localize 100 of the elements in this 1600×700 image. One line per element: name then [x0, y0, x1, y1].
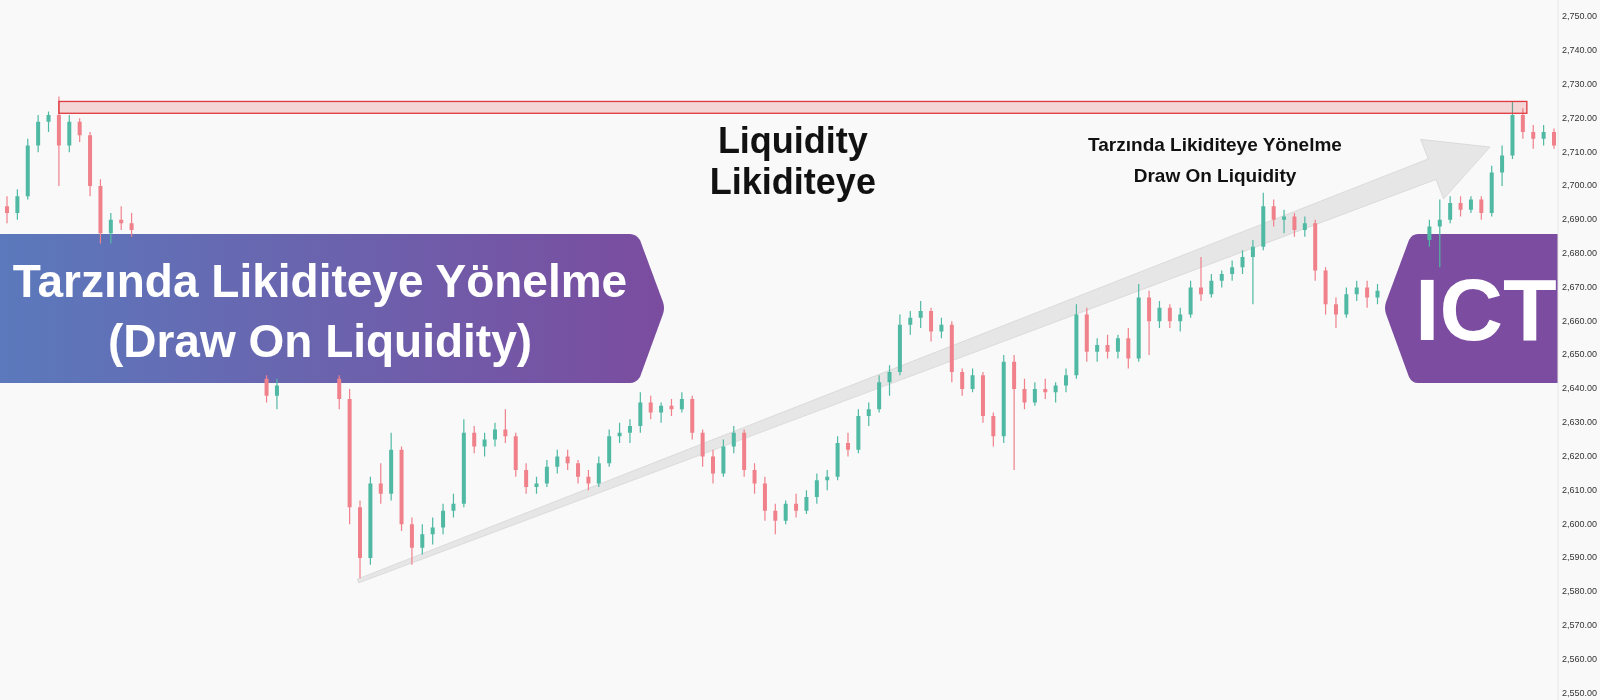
y-tick-label: 2,570.00 — [1562, 619, 1598, 630]
candlestick — [887, 365, 892, 396]
candlestick — [1323, 267, 1328, 315]
candlestick — [576, 459, 581, 484]
candlestick — [513, 432, 518, 477]
y-tick-label: 2,730.00 — [1562, 78, 1598, 89]
candlestick — [1458, 196, 1463, 217]
y-tick-label: 2,620.00 — [1562, 450, 1598, 461]
candlestick — [358, 500, 363, 579]
y-tick-label: 2,750.00 — [1562, 11, 1598, 22]
candlestick — [794, 493, 799, 518]
y-tick-label: 2,600.00 — [1562, 518, 1598, 529]
candlestick — [347, 388, 352, 525]
candlestick — [1012, 355, 1017, 471]
y-tick-label: 2,700.00 — [1562, 180, 1598, 191]
candlestick — [492, 422, 497, 447]
candlestick — [1084, 307, 1089, 362]
candlestick — [274, 378, 279, 410]
candlestick — [1064, 368, 1069, 393]
candlestick — [1531, 125, 1536, 149]
y-tick-label: 2,610.00 — [1562, 484, 1598, 495]
candlestick — [368, 476, 373, 565]
y-tick-label: 2,630.00 — [1562, 417, 1598, 428]
candlestick — [108, 213, 113, 244]
candlestick — [409, 517, 414, 565]
candlestick — [721, 439, 726, 477]
candlestick — [1489, 165, 1494, 217]
candlestick — [731, 426, 736, 454]
candlestick — [804, 490, 809, 515]
candlestick — [711, 449, 716, 484]
candlestick — [1344, 287, 1349, 318]
candlestick — [1302, 216, 1307, 237]
candlestick — [1167, 304, 1172, 329]
candlestick — [783, 500, 788, 525]
candlestick — [1541, 125, 1546, 146]
candlestick — [1354, 280, 1359, 301]
candlestick — [960, 368, 965, 396]
candlestick — [690, 395, 695, 440]
candlestick — [264, 375, 269, 403]
y-tick-label: 2,690.00 — [1562, 214, 1598, 225]
candlestick — [1022, 378, 1027, 410]
candlestick — [378, 463, 383, 504]
candlestick — [1230, 260, 1235, 281]
candlestick — [1250, 240, 1255, 305]
candlestick — [1001, 355, 1006, 443]
candlestick — [929, 307, 934, 342]
candlestick — [1032, 382, 1037, 406]
candlestick — [742, 429, 747, 477]
candlestick — [524, 463, 529, 494]
candlestick — [627, 419, 632, 443]
candlestick — [586, 470, 591, 491]
candlestick — [918, 300, 923, 329]
candlestick — [15, 189, 20, 220]
candlestick — [36, 114, 41, 153]
candlestick — [679, 392, 684, 413]
candlestick — [544, 459, 549, 487]
candlestick — [1095, 338, 1100, 362]
candlestick — [399, 446, 404, 531]
y-tick-label: 2,740.00 — [1562, 45, 1598, 56]
candlestick — [1271, 199, 1276, 227]
candlestick — [1500, 145, 1505, 186]
candlestick — [1126, 328, 1131, 369]
y-tick-label: 2,640.00 — [1562, 383, 1598, 394]
candlestick — [1178, 307, 1183, 332]
candlestick — [877, 375, 882, 413]
candlestick — [1115, 334, 1120, 359]
candlestick — [1074, 304, 1079, 379]
candlestick — [1157, 300, 1162, 329]
candlestick — [856, 409, 861, 454]
y-tick-label: 2,650.00 — [1562, 349, 1598, 360]
candlestick — [1479, 196, 1484, 220]
candlestick — [607, 429, 612, 467]
candlestick — [596, 456, 601, 487]
candlestick — [752, 463, 757, 494]
candlestick — [1261, 192, 1266, 251]
candlestick — [56, 96, 61, 186]
y-tick-label: 2,710.00 — [1562, 146, 1598, 157]
candlestick — [337, 375, 342, 410]
candlestick — [1552, 128, 1556, 149]
candlestick — [638, 392, 643, 433]
candlestick — [970, 368, 975, 393]
candlestick — [1313, 219, 1318, 281]
candlestick — [88, 131, 93, 197]
candlestick — [1219, 270, 1224, 288]
y-tick-label: 2,680.00 — [1562, 248, 1598, 258]
candlestick — [98, 179, 103, 244]
candlestick — [1375, 284, 1380, 305]
candlestick — [908, 311, 913, 335]
candlestick — [46, 111, 51, 132]
candlestick — [1427, 219, 1432, 247]
candlestick — [441, 503, 446, 535]
candlestick — [472, 426, 477, 454]
candlestick — [25, 138, 30, 200]
candlestick — [555, 449, 560, 474]
candlestick — [835, 436, 840, 481]
candlestick — [1240, 250, 1245, 274]
candlestick — [1333, 297, 1338, 329]
candlestick — [762, 476, 767, 521]
y-tick-label: 2,560.00 — [1562, 653, 1598, 664]
candlestick — [1292, 213, 1297, 237]
